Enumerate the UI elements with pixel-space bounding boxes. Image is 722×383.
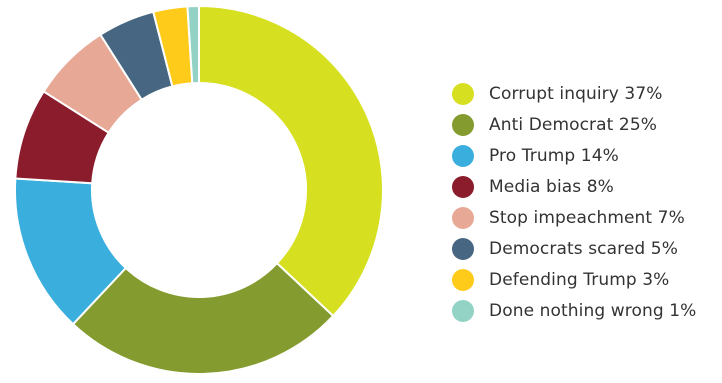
legend-item: Democrats scared 5%	[452, 233, 696, 264]
legend-label: Pro Trump 14%	[489, 145, 619, 166]
legend-swatch	[452, 299, 474, 322]
legend-item: Corrupt inquiry 37%	[452, 78, 696, 109]
legend-label: Defending Trump 3%	[489, 269, 670, 290]
legend-swatch	[452, 113, 474, 136]
legend-label: Corrupt inquiry 37%	[489, 83, 663, 104]
legend: Corrupt inquiry 37% Anti Democrat 25% Pro …	[452, 78, 696, 326]
legend-item: Pro Trump 14%	[452, 140, 696, 171]
legend-item: Media bias 8%	[452, 171, 696, 202]
donut-slice-anti-democrat	[71, 261, 335, 375]
donut-slice-corrupt-inquiry	[198, 4, 384, 318]
legend-swatch	[452, 206, 474, 229]
legend-label: Democrats scared 5%	[489, 238, 678, 259]
donut-plot	[14, 4, 384, 375]
legend-swatch	[452, 144, 474, 167]
legend-item: Done nothing wrong 1%	[452, 295, 696, 326]
legend-swatch	[452, 82, 474, 105]
legend-item: Stop impeachment 7%	[452, 202, 696, 233]
legend-item: Defending Trump 3%	[452, 264, 696, 295]
legend-item: Anti Democrat 25%	[452, 109, 696, 140]
legend-label: Done nothing wrong 1%	[489, 300, 697, 321]
legend-label: Anti Democrat 25%	[489, 114, 658, 135]
legend-swatch	[452, 237, 474, 260]
legend-swatch	[452, 175, 474, 198]
legend-label: Media bias 8%	[489, 176, 614, 197]
legend-label: Stop impeachment 7%	[489, 207, 685, 228]
donut-slice-done-nothing-wrong	[186, 4, 200, 85]
legend-swatch	[452, 268, 474, 291]
